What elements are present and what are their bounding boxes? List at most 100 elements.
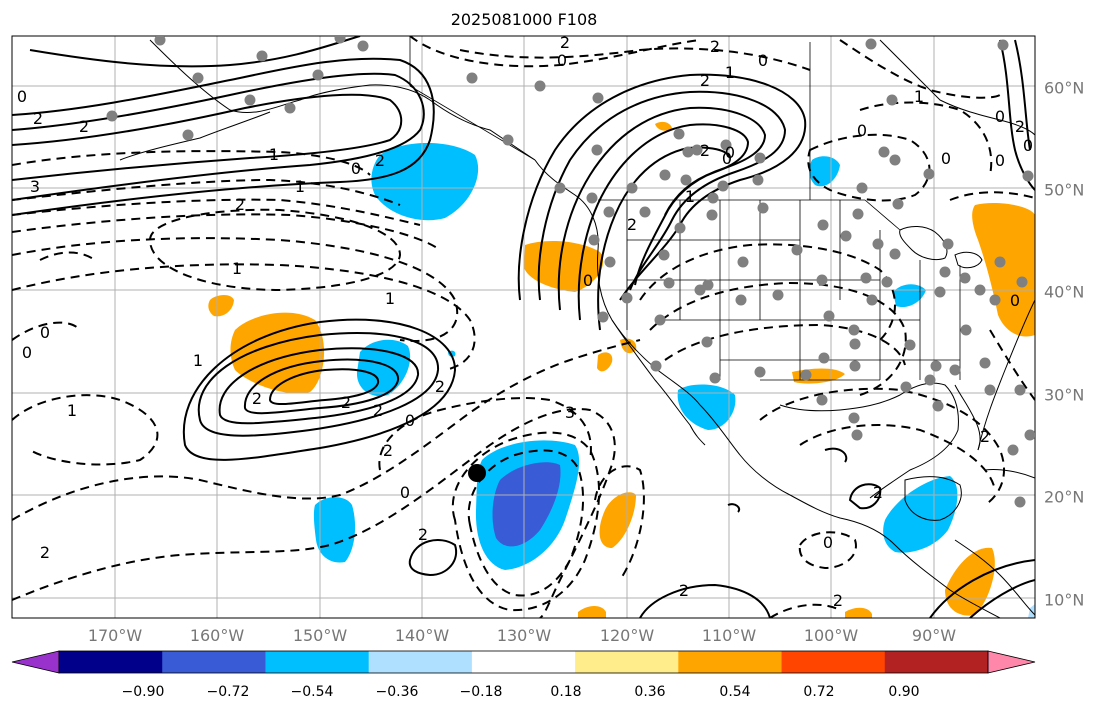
- contour-label: 2: [700, 141, 710, 160]
- station-dot: [591, 144, 603, 156]
- cuba-coast: [984, 469, 1035, 479]
- hudson-bay-coast: [879, 39, 1035, 136]
- station-dot: [934, 286, 946, 298]
- station-dot: [900, 381, 912, 393]
- contour-label: 2: [40, 543, 50, 562]
- station-dot: [1016, 276, 1028, 288]
- solid-contour: [268, 368, 380, 406]
- contour-label: 2: [1015, 117, 1025, 136]
- station-dot: [904, 339, 916, 351]
- station-dot: [658, 249, 670, 261]
- station-dot: [680, 174, 692, 186]
- station-dot: [800, 369, 812, 381]
- dashed-contour: [807, 133, 931, 202]
- station-dot: [1014, 384, 1026, 396]
- dashed-contour: [859, 101, 993, 176]
- solid-contour: [12, 72, 425, 201]
- colorbar-frame: [58, 650, 989, 674]
- dashed-contour: [799, 424, 996, 491]
- contour-label: 0: [941, 149, 951, 168]
- contour-label: 1: [193, 351, 203, 370]
- blue-shade: [809, 156, 840, 187]
- lat-label: 40°N: [1044, 282, 1085, 302]
- colorbar-tick-label: 0.72: [803, 684, 835, 700]
- station-dot: [848, 324, 860, 336]
- colorbar-tick-label: 0.90: [888, 684, 920, 700]
- station-dot: [1024, 429, 1035, 441]
- station-dot: [691, 144, 703, 156]
- colorbar-tick-label: −0.36: [375, 684, 419, 700]
- dashed-contour: [459, 47, 811, 71]
- station-dot: [244, 94, 256, 106]
- station-dot: [949, 364, 961, 376]
- dashed-contour: [759, 387, 1005, 506]
- contour-label: 2: [710, 37, 720, 56]
- station-dot: [881, 276, 893, 288]
- lon-label: 130°W: [496, 626, 552, 645]
- station-dot: [886, 94, 898, 106]
- station-dot: [673, 128, 685, 140]
- contour-label: 1: [295, 177, 305, 196]
- contour-label: 3: [565, 403, 575, 422]
- station-dot: [872, 238, 884, 250]
- solid-contour: [848, 483, 882, 510]
- station-dot: [754, 366, 766, 378]
- station-dot: [694, 284, 706, 296]
- station-dot: [534, 80, 546, 92]
- station-dot: [816, 394, 828, 406]
- station-dot: [848, 412, 860, 424]
- station-dot: [840, 230, 852, 242]
- colorbar-tick-label: −0.54: [290, 684, 334, 700]
- lat-label: 30°N: [1044, 385, 1085, 405]
- station-dot: [997, 39, 1009, 51]
- lon-label: 90°W: [911, 626, 957, 645]
- contour-label: 0: [40, 323, 50, 342]
- solid-contour: [12, 93, 403, 181]
- station-dot: [720, 139, 732, 151]
- solid-contour: [727, 503, 741, 513]
- solid-contour: [537, 90, 787, 301]
- dashed-contour: [12, 150, 371, 176]
- contour-label: 0: [22, 343, 32, 362]
- solid-contour: [929, 559, 1035, 618]
- station-dot: [588, 234, 600, 246]
- dashed-contour: [451, 431, 600, 612]
- contour-label: 1: [725, 63, 735, 82]
- dashed-contour: [378, 397, 592, 471]
- solid-contour: [639, 583, 771, 618]
- station-dot: [737, 256, 749, 268]
- station-dot: [754, 152, 766, 164]
- station-dot: [701, 336, 713, 348]
- dashed-contour: [12, 178, 401, 206]
- lon-label: 150°W: [292, 626, 348, 645]
- solid-contour: [197, 332, 440, 437]
- colorbar-tick-label: −0.90: [121, 684, 165, 700]
- contour-label: 0: [823, 533, 833, 552]
- map-frame: [11, 35, 1036, 619]
- dashed-contour: [594, 465, 645, 581]
- contour-label: 2: [252, 389, 262, 408]
- station-dot: [878, 146, 890, 158]
- station-dot: [334, 36, 346, 44]
- contour-label: 0: [995, 107, 1005, 126]
- solid-contour: [597, 146, 731, 331]
- station-dots: [106, 36, 1035, 508]
- contour-label: 0: [1023, 136, 1033, 155]
- contour-label: 2: [435, 377, 445, 396]
- dark-blue-shade: [492, 462, 561, 547]
- station-dot: [604, 256, 616, 268]
- station-dot: [1014, 496, 1026, 508]
- station-dot: [865, 38, 877, 50]
- solid-contour: [182, 318, 457, 461]
- station-dot: [984, 384, 996, 396]
- great-lakes-coast: [899, 226, 948, 261]
- dashed-contour: [12, 237, 459, 342]
- north-america-west-coast: [534, 159, 1001, 618]
- station-dot: [817, 219, 829, 231]
- station-dot: [959, 272, 971, 284]
- lat-label: 50°N: [1044, 180, 1085, 200]
- colorbar-extend-low: [11, 650, 60, 674]
- baja-coast: [611, 319, 706, 446]
- station-dot: [818, 352, 830, 364]
- station-dot: [823, 310, 835, 322]
